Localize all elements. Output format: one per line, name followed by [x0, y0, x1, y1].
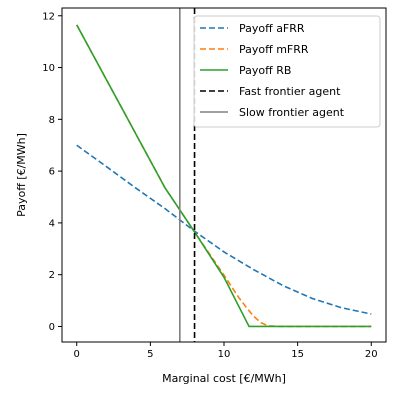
- legend-label: Payoff aFRR: [239, 22, 305, 35]
- y-tick-label: 0: [49, 322, 55, 333]
- x-tick-label: 15: [291, 349, 304, 360]
- y-axis-label: Payoff [€/MWh]: [15, 133, 28, 217]
- x-tick-label: 5: [147, 349, 153, 360]
- legend-label: Payoff RB: [239, 64, 291, 77]
- legend-label: Slow frontier agent: [239, 106, 345, 119]
- x-tick-label: 10: [218, 349, 231, 360]
- y-tick-label: 10: [42, 63, 55, 74]
- y-axis: 0 2 4 6 8 10 12: [42, 11, 62, 333]
- x-tick-label: 20: [365, 349, 378, 360]
- y-tick-label: 4: [49, 218, 55, 229]
- legend: Payoff aFRR Payoff mFRR Payoff RB Fast fron…: [193, 15, 381, 128]
- y-tick-label: 8: [49, 115, 55, 126]
- y-tick-label: 12: [42, 11, 55, 22]
- series-line-payoff-afrr: [76, 144, 372, 315]
- x-tick-label: 0: [74, 349, 80, 360]
- legend-label: Fast frontier agent: [239, 85, 341, 98]
- legend-label: Payoff mFRR: [239, 43, 309, 56]
- y-tick-label: 2: [49, 270, 55, 281]
- x-axis-label: Marginal cost [€/MWh]: [162, 372, 286, 385]
- y-tick-label: 6: [49, 167, 55, 178]
- series-line-payoff-rb: [76, 24, 372, 328]
- legend-box: [193, 15, 381, 128]
- x-axis: 0 5 10 15 20: [74, 342, 378, 360]
